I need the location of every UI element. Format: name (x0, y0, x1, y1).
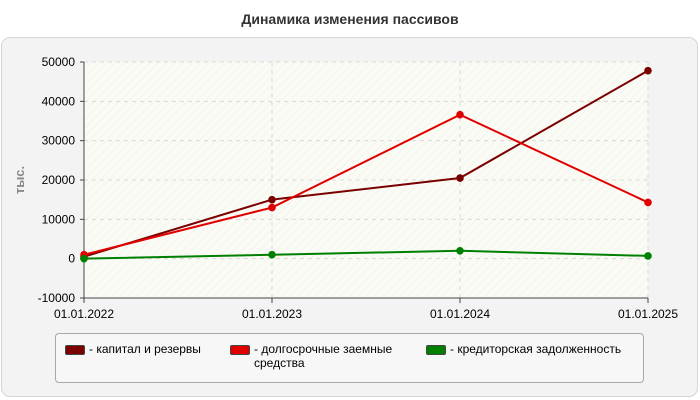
y-axis-ticks: -10000 0 10000 20000 30000 40000 50000 (38, 55, 84, 305)
series-point-0 (456, 174, 464, 182)
legend-swatch-1 (230, 345, 250, 355)
series-point-1 (644, 198, 652, 207)
legend: - капитал и резервы - долгосрочные заемн… (55, 333, 644, 383)
series-point-0 (644, 66, 652, 75)
chart-title: Динамика изменения пассивов (241, 11, 459, 27)
series-point-1 (268, 203, 276, 212)
series-line-2 (83, 249, 649, 260)
legend-label-2: - кредиторская задолженность (450, 342, 622, 356)
series-point-0 (268, 195, 276, 204)
series-line-1 (83, 113, 649, 256)
y-tick-label: 30000 (42, 134, 76, 148)
y-tick-label: 40000 (42, 94, 76, 108)
series-point-2 (80, 254, 88, 263)
y-tick-label: 50000 (42, 55, 76, 69)
legend-swatch-0 (65, 345, 85, 355)
legend-swatch-2 (426, 345, 446, 355)
series-point-2 (456, 247, 464, 255)
series-point-2 (268, 250, 276, 259)
legend-label-0: - капитал и резервы (89, 342, 201, 356)
legend-item-0[interactable]: - капитал и резервы (65, 342, 215, 356)
grid (84, 61, 649, 298)
y-tick-label: 0 (68, 252, 75, 266)
legend-item-1[interactable]: - долгосрочные заемные средства (230, 342, 410, 370)
legend-label-1: - долгосрочные заемные средства (254, 342, 393, 370)
y-tick-label: -10000 (38, 291, 76, 305)
series-line-0 (83, 69, 649, 258)
x-tick-label: 01.01.2024 (430, 307, 490, 321)
series-point-1 (456, 110, 464, 119)
x-tick-label: 01.01.2022 (54, 307, 114, 321)
series-group (80, 66, 652, 263)
x-tick-label: 01.01.2023 (242, 307, 302, 321)
x-tick-label: 01.01.2025 (618, 307, 678, 321)
series-point-2 (644, 252, 652, 260)
y-axis-label: тыс. (12, 166, 27, 194)
legend-item-2[interactable]: - кредиторская задолженность (426, 342, 641, 356)
x-axis-ticks: 01.01.2022 01.01.2023 01.01.2024 01.01.2025 (54, 298, 678, 321)
y-tick-label: 10000 (42, 212, 76, 226)
y-tick-label: 20000 (42, 173, 76, 187)
